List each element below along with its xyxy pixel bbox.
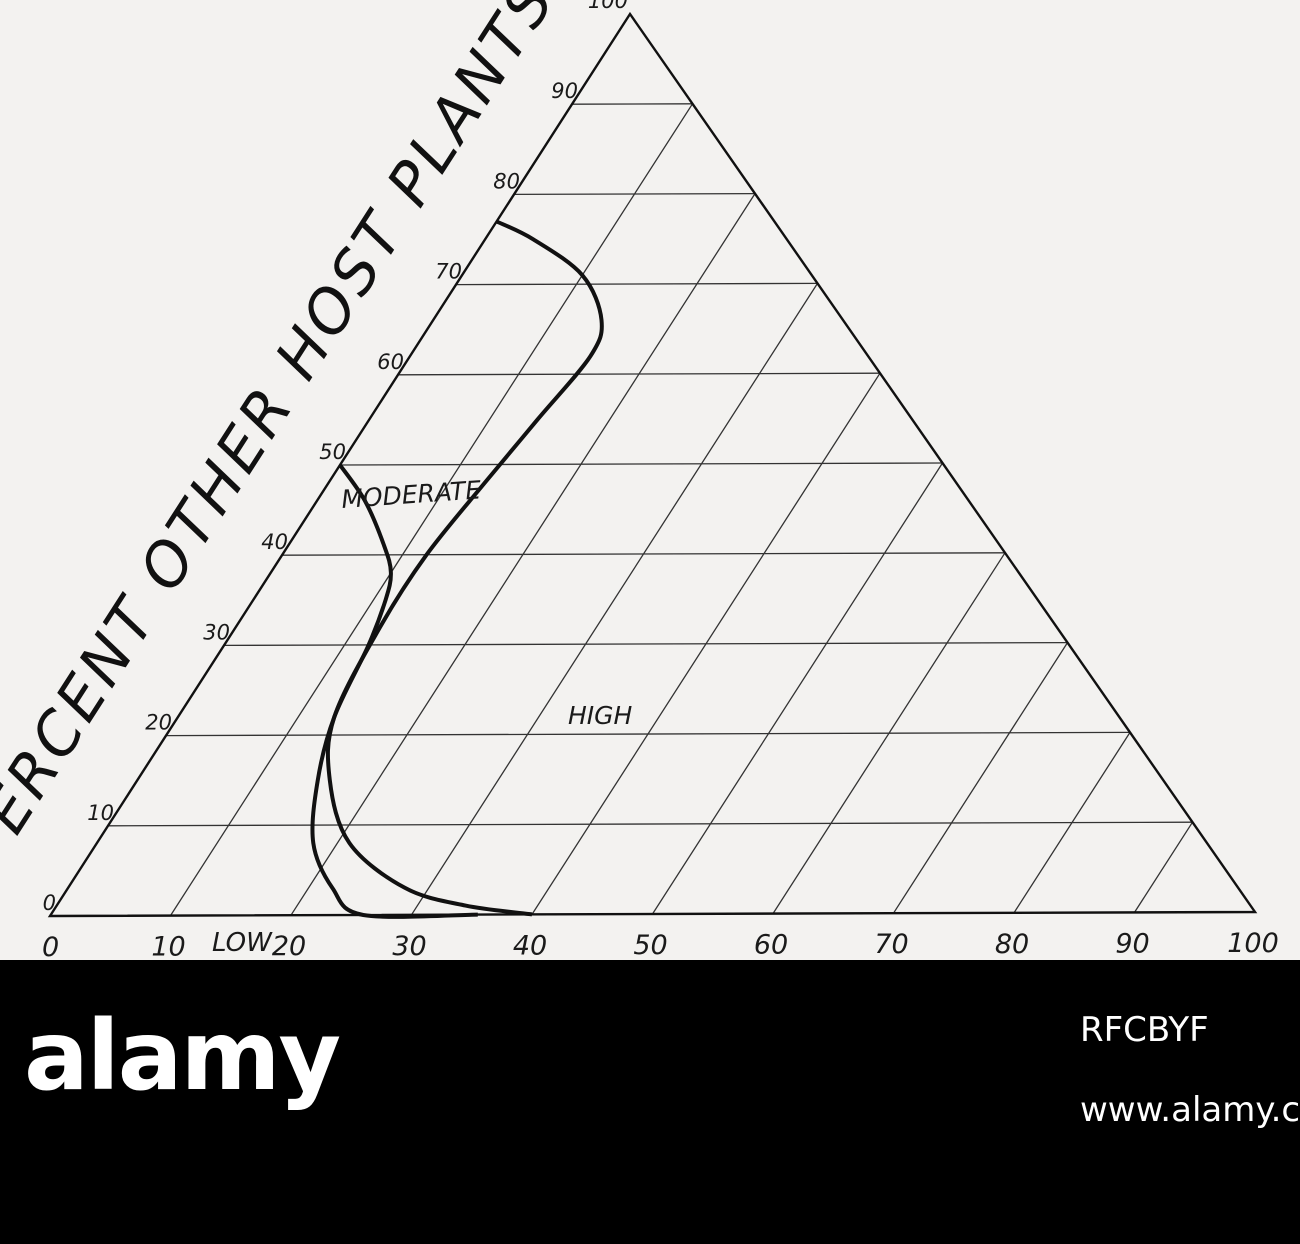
grid-line-bottom-60 (772, 552, 1006, 914)
bottom-tick-label: 30 (392, 931, 426, 960)
grid-line-bottom-50 (651, 462, 944, 915)
grid-line-left-60 (397, 372, 881, 376)
left-axis-ticks: 0 10 20 30 40 50 60 70 80 90 100 (43, 0, 628, 915)
region-label-moderate: MODERATE (340, 475, 482, 514)
grid-line-left-80 (513, 192, 756, 196)
grid-line-bottom-80 (1013, 732, 1131, 914)
boundary-curve-moderate-high (325, 219, 604, 917)
left-tick-label: 20 (145, 711, 172, 735)
bottom-tick-label: 60 (754, 930, 788, 960)
grid-line-left-30 (223, 641, 1068, 647)
grid-line-left-10 (107, 821, 1193, 827)
bottom-tick-label: 80 (995, 929, 1029, 960)
left-axis-title: PERCENT OTHER HOST PLANTS (0, 0, 570, 879)
grid-line-bottom-30 (410, 283, 819, 916)
left-tick-label: 50 (319, 440, 346, 464)
left-tick-label: 100 (588, 0, 628, 13)
bottom-axis-ticks: 0 10 20 30 40 50 60 70 80 90 100 (42, 928, 1279, 960)
bottom-tick-label: 100 (1227, 928, 1279, 959)
bottom-tick-label: 50 (633, 930, 667, 960)
bottom-tick-label: 10 (151, 932, 185, 960)
grid-line-left-70 (455, 282, 818, 286)
left-tick-label: 60 (377, 350, 404, 374)
grid-line-bottom-90 (1133, 821, 1194, 913)
left-tick-label: 30 (203, 620, 230, 644)
left-tick-label: 40 (261, 530, 288, 554)
grid-line-left-50 (339, 462, 943, 466)
bottom-tick-label: 90 (1115, 928, 1149, 959)
boundary-curves (310, 219, 604, 919)
bottom-tick-label: 20 (272, 931, 306, 960)
bottom-tick-label: 70 (874, 929, 908, 960)
region-label-low: LOW (212, 928, 273, 958)
left-tick-label: 10 (87, 801, 114, 825)
left-tick-label: 0 (43, 891, 56, 915)
left-tick-label: 90 (551, 79, 578, 103)
ternary-chart: 0 10 20 30 40 50 60 70 80 90 100 0 10 20 30 40 50 60 70 80… (0, 0, 1279, 960)
left-tick-label: 70 (435, 260, 462, 284)
left-tick-label: 80 (493, 169, 520, 193)
watermark-image-id: RFCBYF (1080, 1010, 1209, 1050)
grid-line-bottom-10 (169, 103, 694, 916)
watermark-bar (0, 960, 1300, 1244)
watermark-url: www.alamy.com (1080, 1090, 1300, 1130)
bottom-tick-label: 40 (513, 930, 547, 960)
grid-lines (107, 103, 1194, 916)
region-label-high: HIGH (568, 701, 633, 730)
grid-line-bottom-70 (892, 642, 1069, 914)
bottom-tick-label: 0 (42, 932, 59, 960)
watermark-logo: alamy (24, 1000, 341, 1112)
